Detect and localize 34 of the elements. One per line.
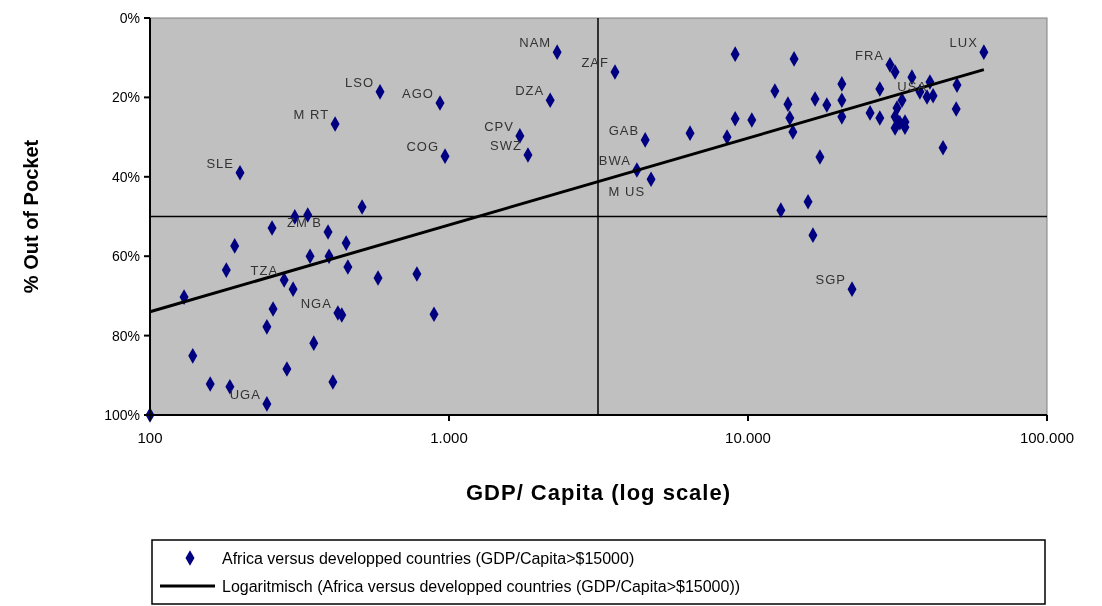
annotation: FRA [854,47,884,63]
y-tick-label: 80% [111,327,140,344]
annotation: M US [608,184,646,200]
annotation: COG [406,139,440,155]
annotation: NAM [519,35,552,51]
annotation: CPV [484,118,514,134]
x-tick-label: 100.000 [1019,429,1075,446]
annotation: BWA [598,153,631,169]
annotation: NGA [300,295,332,311]
annotation: SGP [815,272,847,288]
x-tick-label: 100 [137,429,163,446]
annotation: TZA [250,263,279,279]
y-tick-label: 60% [111,248,140,265]
x-tick-label: 1.000 [430,429,468,446]
annotation: ZM B [286,214,323,230]
annotation: LUX [949,35,978,51]
x-tick-label: 10.000 [725,429,771,446]
annotation: AGO [402,85,434,101]
y-tick-label: 0% [119,9,140,26]
legend-label: Logaritmisch (Africa versus developped countries (GDP/Capita>$15000)) [222,577,741,595]
annotation: SWZ [490,137,522,153]
y-tick-label: 40% [111,168,140,185]
annotation: USA [897,78,928,94]
y-tick-label: 100% [104,406,140,423]
y-tick-label: 20% [111,89,140,106]
x-axis-title: GDP/ Capita (log scale) [465,480,732,505]
annotation: DZA [515,83,545,99]
y-axis-title: % Out of Pocket [20,139,42,294]
annotation: LSO [345,74,375,90]
annotation: UGA [229,386,261,402]
annotation: GAB [608,122,640,138]
annotation: M RT [293,107,330,122]
annotation: SLE [206,155,235,171]
legend-label: Africa versus developped countries (GDP/Capita>$15000) [222,549,635,567]
